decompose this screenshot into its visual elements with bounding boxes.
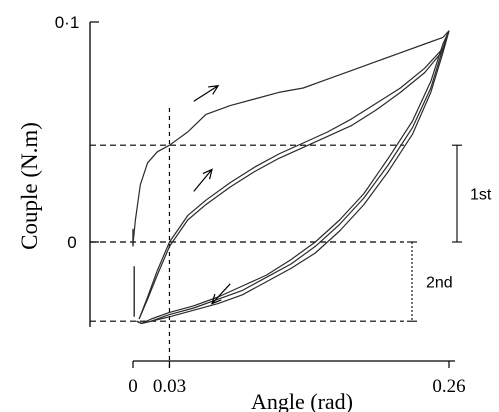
axis-ticks: 0 0.03 0.26 0 0·1 [55, 13, 466, 397]
curve-3 [136, 30, 450, 324]
y-tick-label-1: 0·1 [55, 13, 80, 32]
x-tick-label-0: 0 [128, 376, 138, 397]
curve-1 [138, 30, 450, 320]
direction-arrow-1 [193, 168, 213, 192]
curve-0 [132, 30, 450, 245]
curve-5 [136, 30, 450, 324]
x-axis-label: Angle (rad) [251, 389, 353, 412]
x-tick-label-1: 0.03 [153, 376, 186, 397]
bracket-label-1st: 1st [470, 187, 492, 204]
curve-2 [138, 30, 450, 320]
cycle-brackets: 1st 2nd [407, 144, 492, 322]
x-tick-label-2: 0.26 [432, 376, 465, 397]
direction-arrow-0 [193, 85, 220, 102]
hysteresis-curves [132, 30, 450, 324]
direction-arrows [193, 85, 231, 305]
y-axis-label: Couple (N.m) [17, 122, 42, 250]
reference-lines [90, 108, 404, 372]
bracket-label-2nd: 2nd [426, 275, 453, 292]
direction-arrow-2 [211, 283, 231, 305]
curve-4 [136, 30, 450, 324]
y-tick-label-0: 0 [67, 233, 76, 252]
